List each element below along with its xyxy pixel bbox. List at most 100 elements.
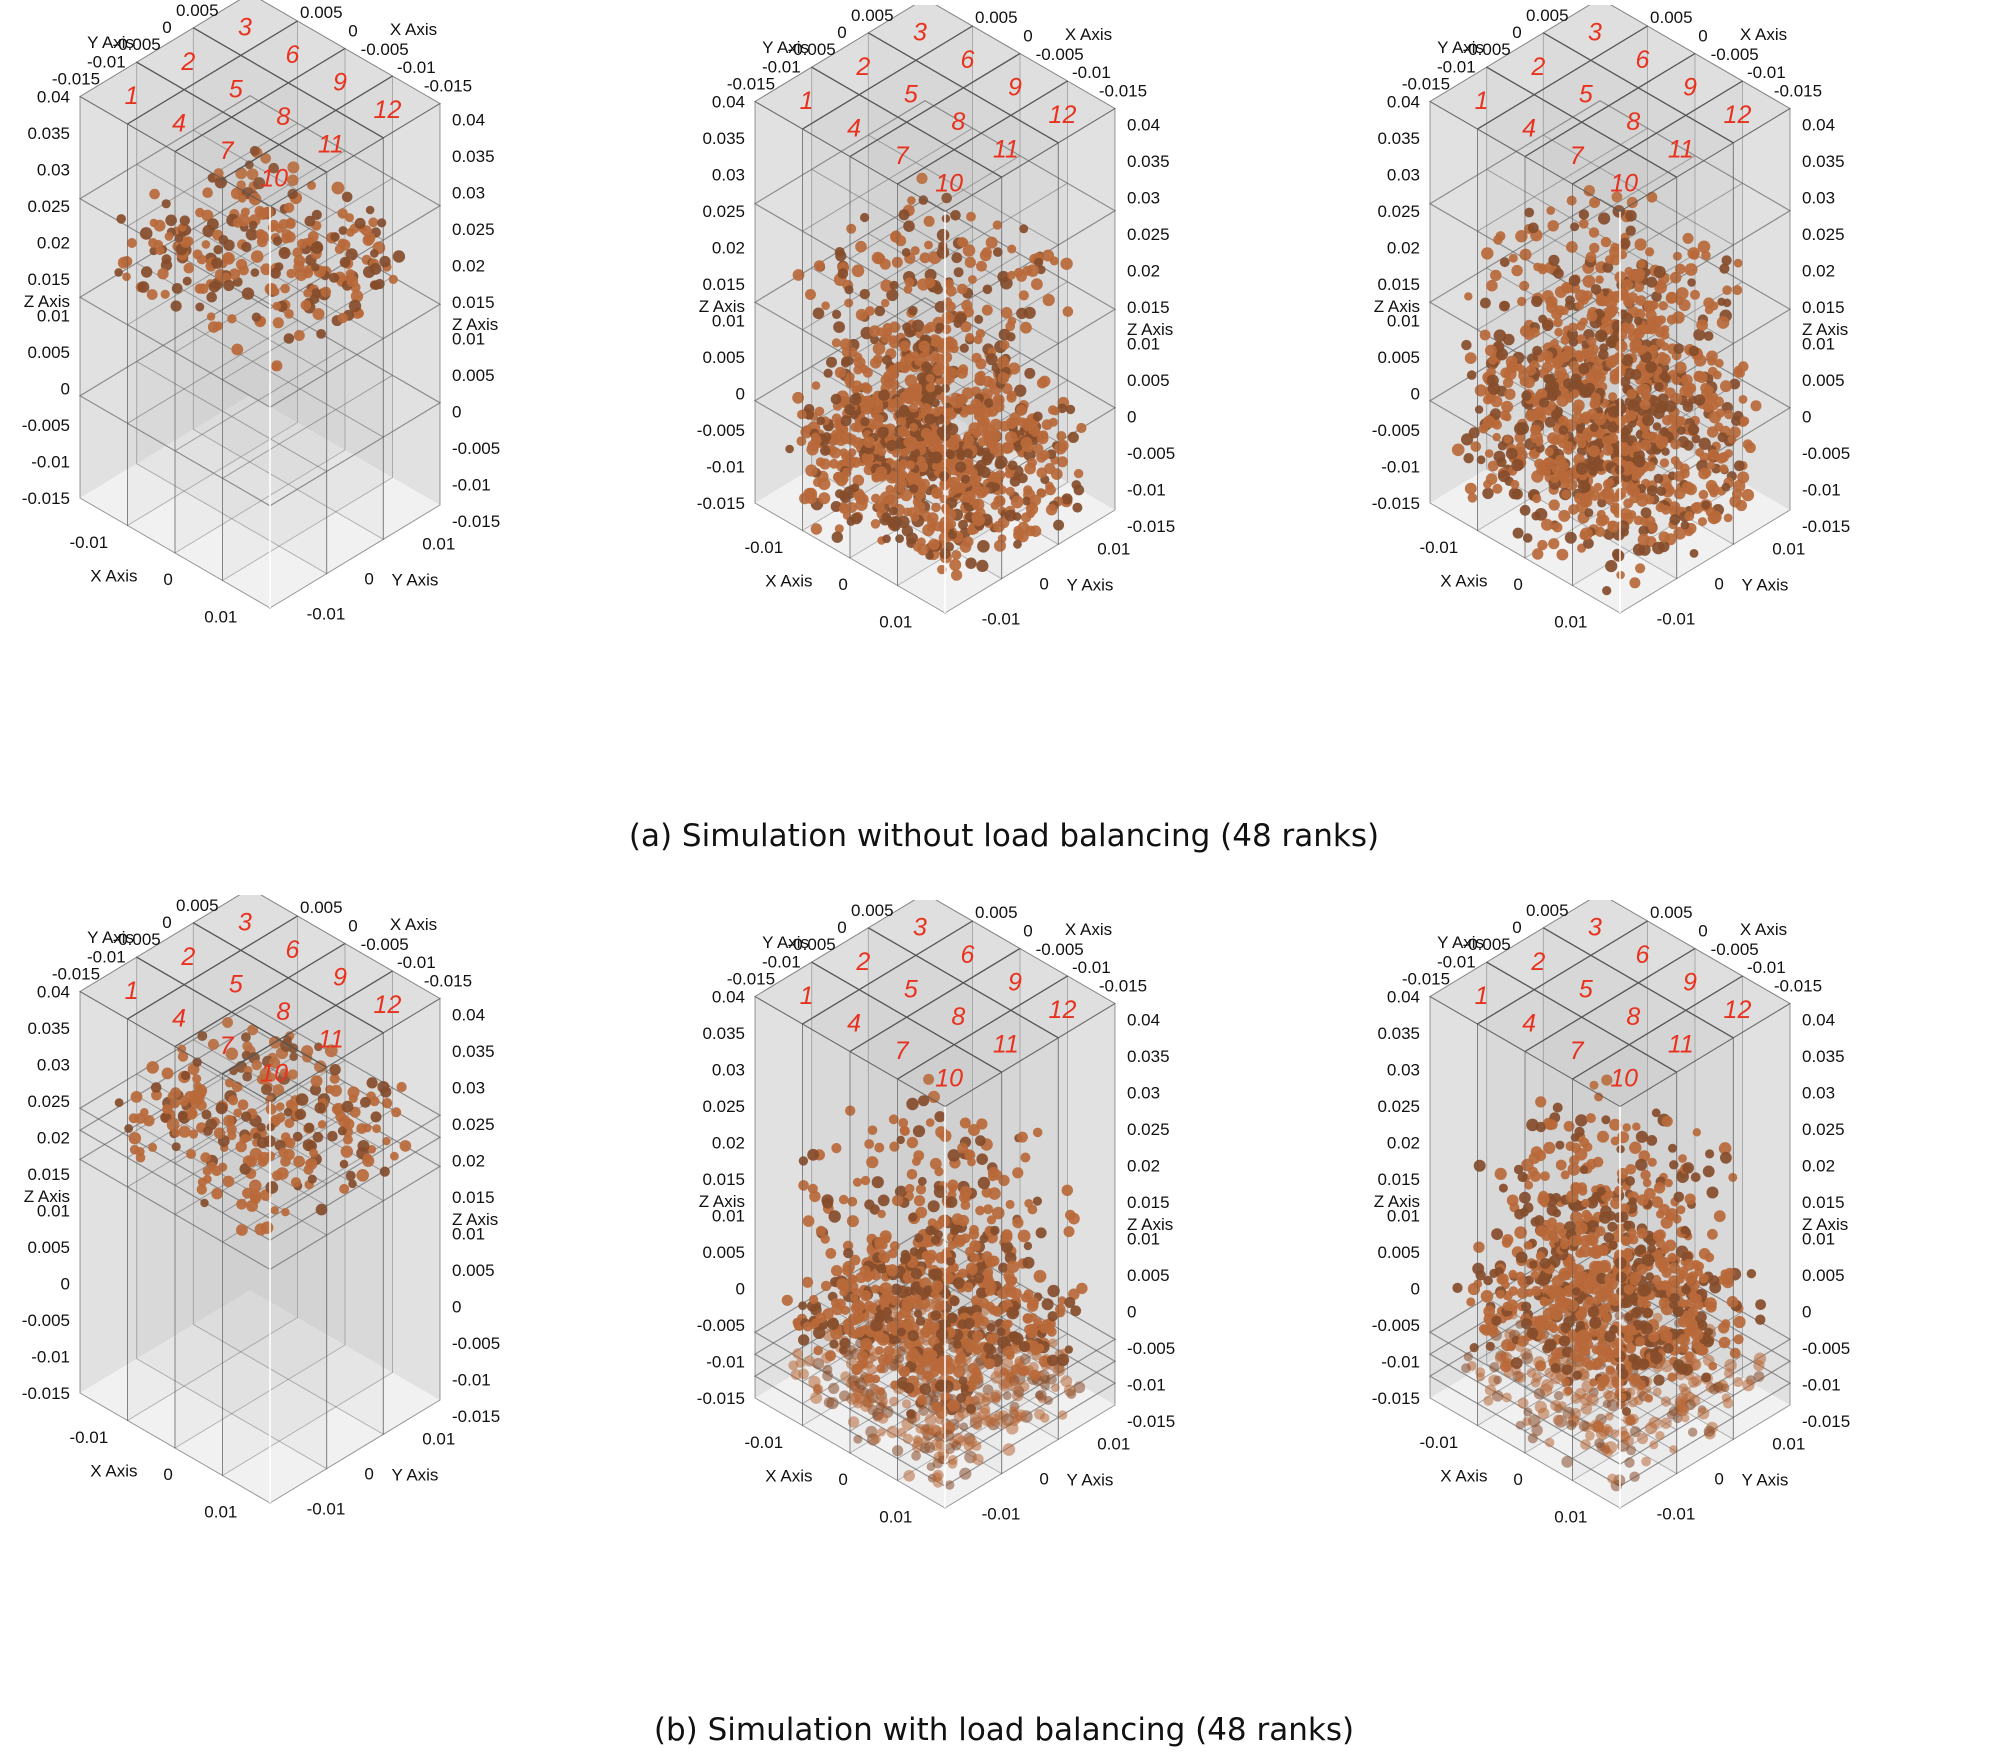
particle [885, 484, 895, 494]
particle [1558, 425, 1569, 435]
particle [1577, 438, 1587, 449]
cut-grid-line [127, 221, 298, 326]
particle [879, 258, 891, 270]
particle [1709, 488, 1719, 498]
particle [812, 307, 825, 320]
particle [1543, 374, 1553, 384]
z-tick-label-right: -0.015 [452, 512, 500, 531]
particle [900, 489, 913, 502]
top-grid-line [1543, 32, 1734, 144]
top-y-axis-name: Y Axis [762, 38, 809, 57]
particle [223, 1114, 235, 1127]
top-x-tick-label: -0.01 [397, 953, 436, 972]
particle [903, 285, 913, 294]
z-tick-label-left: 0 [61, 1275, 70, 1294]
z-tick-label-right: -0.005 [1127, 1339, 1175, 1358]
particle [1485, 344, 1497, 357]
top-x-axis-name: X Axis [1065, 920, 1112, 939]
panel-b3: 1 2 3 4 5 6 7 8 9 10 11 12 0.04 0.04 0.035 0.035 0.03 0.0… [1370, 867, 1960, 1705]
particle [930, 398, 940, 408]
particle [888, 364, 899, 376]
x-tick-label: 0.01 [879, 613, 912, 632]
particle [1608, 392, 1618, 402]
panel-svg: 1234567891011120.040.040.0350.0350.030.0… [1372, 867, 1850, 1527]
particle [381, 1098, 393, 1109]
top-y-tick-label: -0.01 [87, 947, 126, 966]
z-axis-name-left: Z Axis [1374, 297, 1420, 316]
particle [311, 209, 322, 220]
particle [303, 1164, 314, 1175]
particle [859, 288, 870, 300]
particle [1618, 309, 1629, 320]
particle [237, 214, 250, 227]
particle [881, 298, 890, 308]
particle [1652, 422, 1662, 431]
particle [870, 519, 881, 529]
particle [339, 1183, 350, 1194]
particle [945, 367, 958, 379]
particle [137, 281, 150, 293]
particle [935, 1251, 948, 1264]
particle [1578, 209, 1590, 220]
particle [1506, 360, 1519, 372]
particle [927, 1090, 940, 1103]
particle [178, 1125, 191, 1138]
particle [1585, 251, 1597, 263]
particle [899, 1254, 910, 1265]
particle [1722, 285, 1732, 296]
cut-grid-line [222, 374, 393, 479]
particle [919, 252, 931, 264]
particle [937, 564, 947, 575]
z-tick-label-right: 0.025 [1127, 1120, 1170, 1139]
cut-grid-line [222, 276, 393, 381]
rank-label: 3 [1588, 19, 1602, 47]
rank-label: 12 [1724, 101, 1752, 129]
particle [903, 220, 915, 232]
rank-label: 2 [180, 943, 195, 971]
particle [1548, 538, 1560, 550]
particle [222, 1175, 235, 1188]
particle [211, 1187, 223, 1200]
particle [1602, 444, 1614, 456]
particle [1571, 389, 1580, 398]
particle [839, 490, 850, 501]
particle [1687, 278, 1696, 287]
top-x-tick-label: -0.005 [361, 40, 409, 59]
particle [269, 219, 279, 230]
particle [206, 291, 217, 303]
particle [976, 1118, 988, 1130]
z-tick-label-left: 0.035 [27, 1019, 70, 1038]
x-tick-label: 0.01 [204, 608, 237, 627]
rank-label: 5 [904, 80, 918, 108]
y-tick-label: -0.01 [307, 1499, 346, 1518]
top-x-tick-label: 0.005 [300, 898, 343, 917]
particle [925, 551, 934, 560]
particle [1598, 349, 1609, 360]
particle [180, 1070, 191, 1081]
particle [303, 288, 313, 298]
particle [906, 1169, 918, 1180]
panel-a1: 1 2 3 4 5 6 7 8 9 10 11 12 0.04 0.04 0.035 0.035 0.03 0.0… [20, 0, 610, 805]
particle [369, 280, 379, 290]
particle [1633, 455, 1646, 468]
particle [831, 429, 841, 440]
particle [228, 268, 241, 280]
x-tick-label: 0 [838, 1470, 847, 1489]
particle [1461, 339, 1472, 351]
particle [1561, 489, 1571, 499]
particle [912, 497, 923, 507]
top-grid-line [1477, 25, 1648, 130]
particle [1568, 337, 1579, 347]
particle [360, 1096, 371, 1108]
particle [935, 1126, 948, 1139]
particle [1637, 345, 1647, 355]
particle [880, 279, 893, 292]
y-tick-label: 0.01 [1772, 539, 1805, 558]
particle [1039, 375, 1051, 387]
particle [1048, 405, 1058, 415]
rank-label: 12 [1049, 996, 1077, 1024]
particle [927, 517, 937, 528]
particle [992, 220, 1003, 230]
top-grid-line [1486, 66, 1677, 178]
particle [1615, 340, 1628, 353]
